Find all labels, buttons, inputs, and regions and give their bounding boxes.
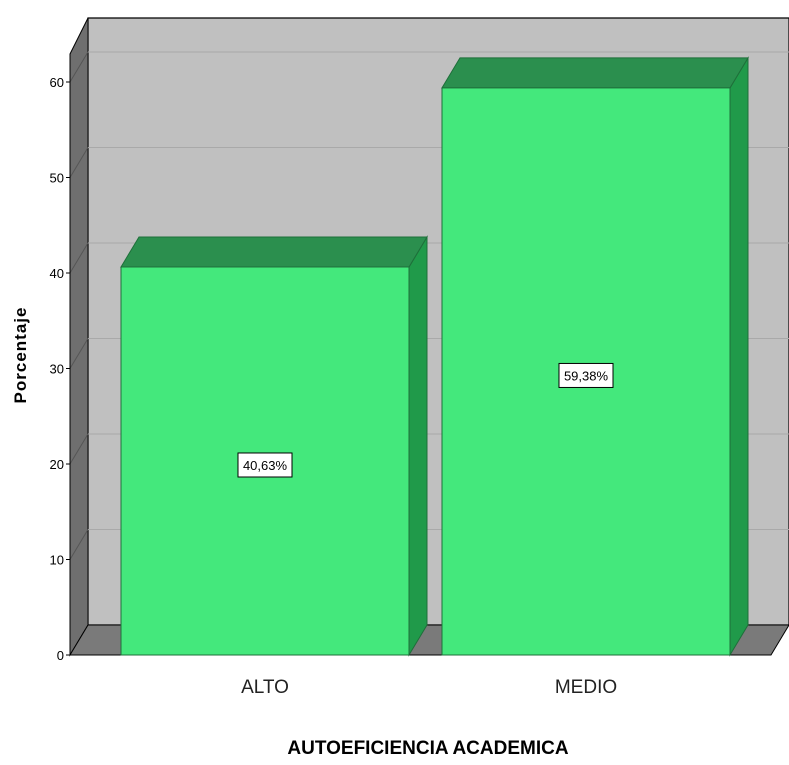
y-tick-label: 10 — [50, 553, 64, 568]
gridline-side — [69, 242, 89, 274]
gridline-side — [69, 51, 89, 83]
y-tick-label: 20 — [50, 457, 64, 472]
data-label-box — [558, 362, 614, 388]
y-tick-label: 0 — [57, 648, 64, 663]
data-label-box — [237, 452, 293, 478]
y-axis-title: Porcentaje — [11, 307, 30, 404]
gridline-side — [69, 147, 89, 178]
side-wall — [69, 17, 89, 657]
x-category-label: ALTO — [241, 677, 289, 698]
data-label: 40,63% — [243, 458, 288, 473]
gridline-side — [69, 338, 89, 369]
y-tick-label: 60 — [50, 75, 64, 90]
bar-side-alto — [408, 235, 428, 657]
x-category-label: MEDIO — [555, 677, 617, 698]
x-axis-title: AUTOEFICIENCIA ACADEMICA — [287, 738, 568, 759]
x-axis-categories: ALTO MEDIO — [241, 677, 617, 698]
gridline-side — [69, 433, 89, 465]
y-axis-ticks: 0 10 20 30 40 50 60 — [50, 54, 71, 663]
data-labels: 40,63% 59,38% — [237, 362, 614, 478]
y-tick-label: 40 — [50, 266, 64, 281]
y-tick-label: 50 — [50, 171, 64, 186]
bar-top-alto — [120, 236, 428, 268]
bar-side-medio — [729, 56, 749, 657]
bar-top-medio — [441, 57, 749, 89]
gridline-side — [69, 529, 89, 560]
data-label: 59,38% — [564, 368, 609, 383]
y-tick-label: 30 — [50, 362, 64, 377]
